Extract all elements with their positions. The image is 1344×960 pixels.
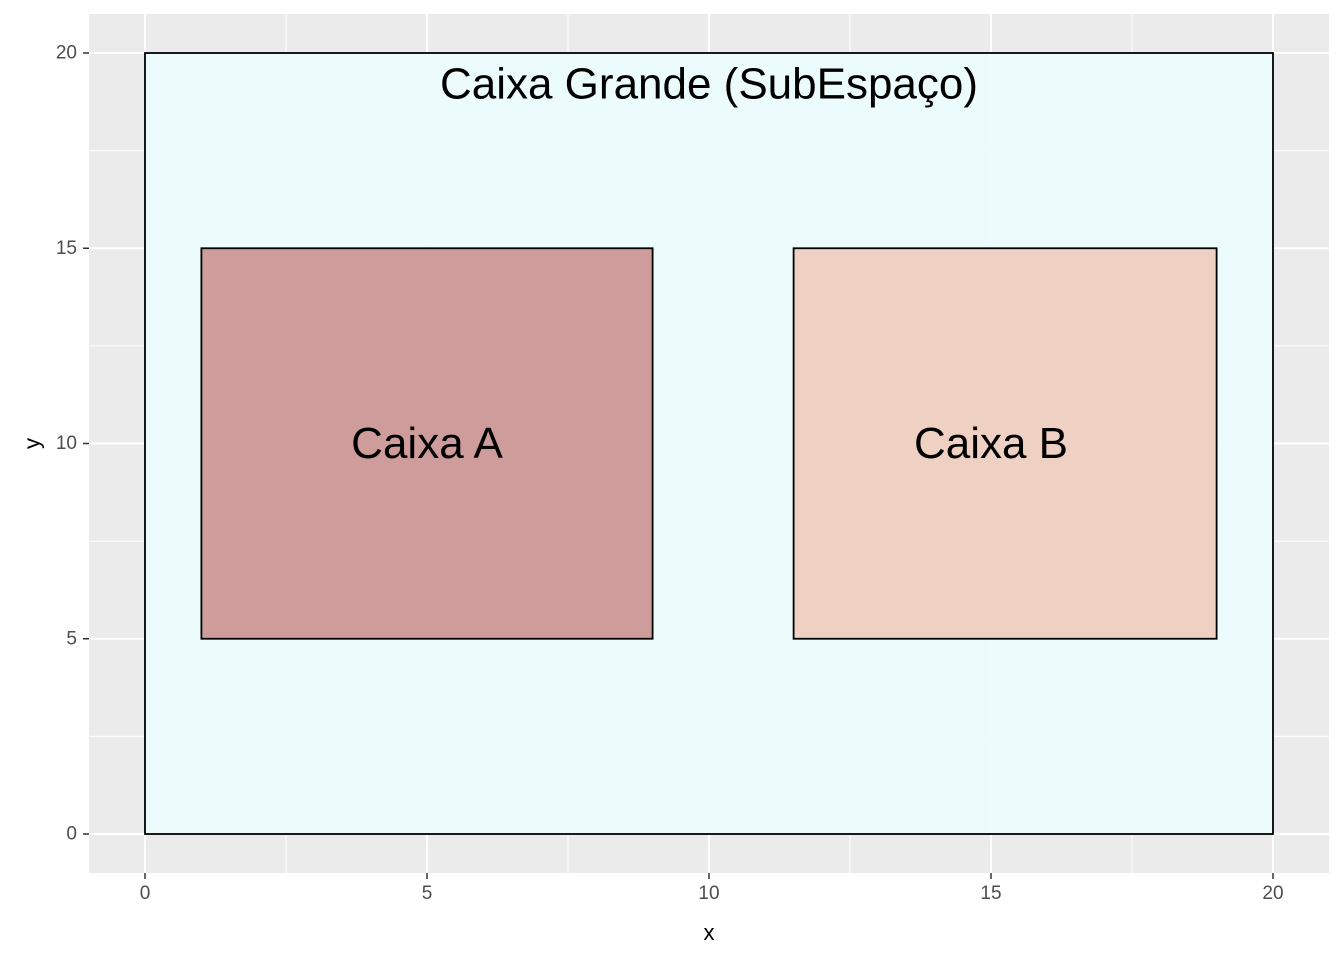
rectangle-labels: Caixa Grande (SubEspaço) Caixa A Caixa B bbox=[351, 60, 1068, 468]
rect-label-1: Caixa A bbox=[351, 419, 503, 468]
y-axis: 0 5 10 15 20 bbox=[56, 43, 89, 845]
x-tick-label: 10 bbox=[698, 883, 719, 904]
rectangles bbox=[144, 52, 1274, 835]
x-axis: 0 5 10 15 20 bbox=[140, 873, 1284, 904]
x-tick-label: 20 bbox=[1262, 883, 1283, 904]
y-tick-label: 5 bbox=[66, 628, 77, 649]
y-tick-label: 15 bbox=[56, 238, 77, 259]
x-tick-label: 15 bbox=[980, 883, 1001, 904]
y-axis-title: y bbox=[20, 438, 45, 449]
y-tick-label: 20 bbox=[56, 43, 77, 64]
rect-2 bbox=[792, 247, 1218, 640]
y-tick-label: 10 bbox=[56, 433, 77, 454]
y-tick-label: 0 bbox=[66, 824, 77, 845]
x-tick-label: 5 bbox=[422, 883, 433, 904]
rect-label-2: Caixa B bbox=[914, 419, 1068, 468]
rect-1 bbox=[200, 247, 654, 640]
x-axis-title: x bbox=[704, 920, 715, 945]
rect-label-0: Caixa Grande (SubEspaço) bbox=[440, 60, 978, 109]
x-tick-label: 0 bbox=[140, 883, 151, 904]
